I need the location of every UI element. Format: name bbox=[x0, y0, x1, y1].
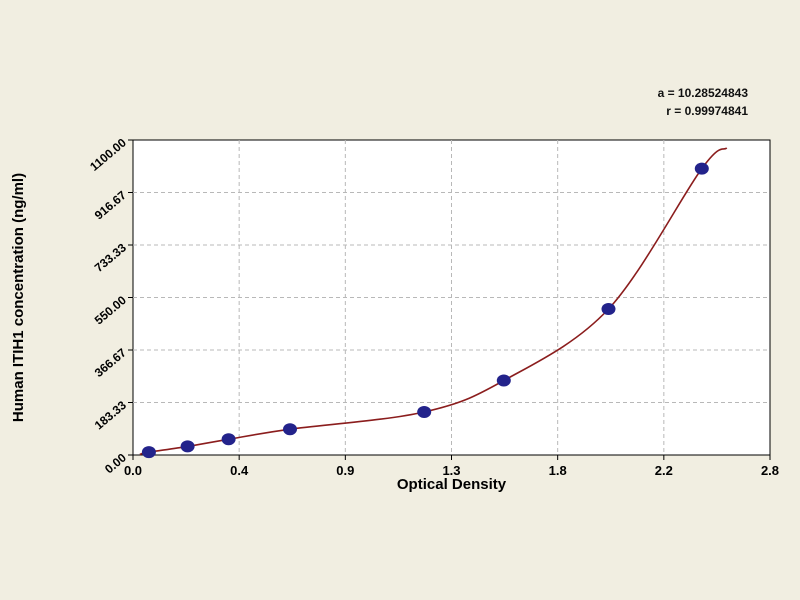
fit-parameter-r: r = 0.99974841 bbox=[666, 104, 748, 118]
x-tick-label: 2.8 bbox=[761, 463, 779, 478]
fit-parameter-a: a = 10.28524843 bbox=[657, 86, 748, 100]
data-point bbox=[180, 440, 195, 453]
y-tick-label: 1100.00 bbox=[87, 135, 129, 173]
y-axis-title: Human ITIH1 concentration (ng/ml) bbox=[10, 172, 27, 423]
data-point bbox=[601, 303, 616, 315]
y-tick-label: 916.67 bbox=[92, 188, 129, 223]
y-tick-label: 366.67 bbox=[92, 345, 129, 380]
x-tick-label: 2.2 bbox=[655, 463, 673, 478]
data-point bbox=[417, 406, 432, 418]
data-point bbox=[283, 423, 297, 436]
x-tick-label: 0.4 bbox=[230, 463, 249, 478]
x-tick-label: 0.0 bbox=[124, 463, 142, 478]
data-point bbox=[141, 446, 156, 459]
x-tick-label: 0.9 bbox=[336, 463, 354, 478]
x-axis-title: Optical Density bbox=[396, 476, 507, 493]
data-point bbox=[694, 162, 709, 175]
y-tick-label: 183.33 bbox=[92, 398, 129, 433]
y-tick-label: 733.33 bbox=[92, 240, 129, 275]
data-point bbox=[496, 374, 511, 387]
data-point bbox=[221, 433, 236, 446]
x-tick-label: 1.8 bbox=[549, 463, 567, 478]
y-tick-label: 550.00 bbox=[92, 293, 129, 328]
x-tick-label: 1.3 bbox=[442, 463, 460, 478]
